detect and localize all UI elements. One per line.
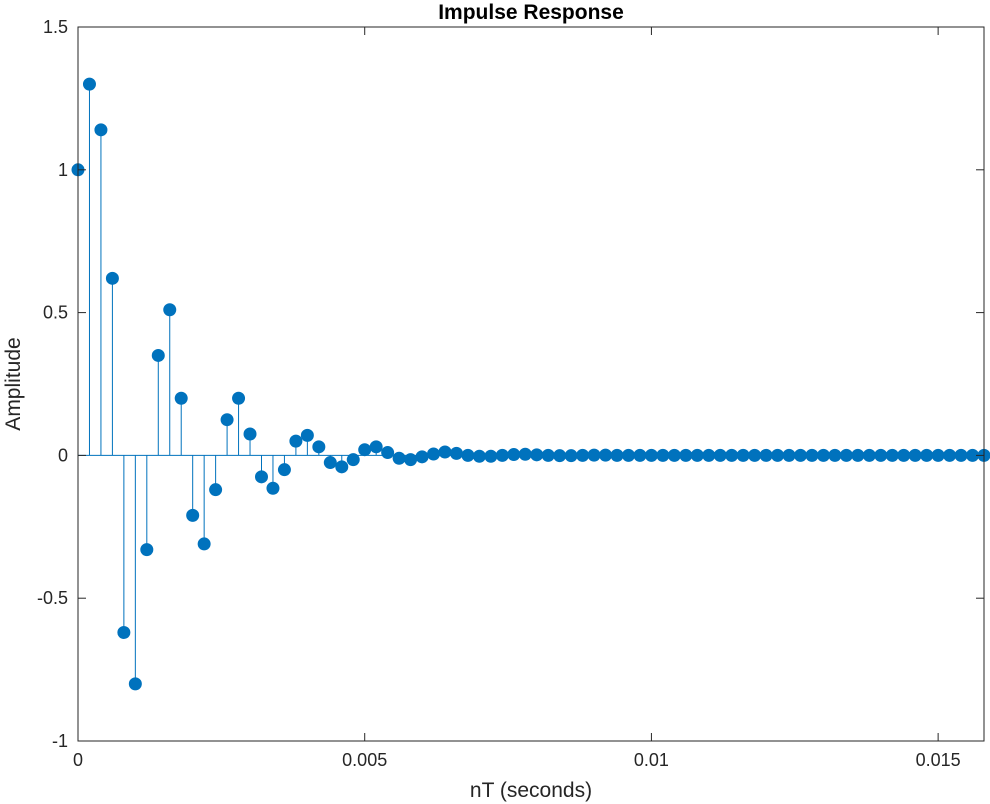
stem-marker bbox=[438, 445, 452, 459]
stem-marker bbox=[346, 453, 360, 467]
stem-marker bbox=[82, 77, 96, 91]
stem-marker bbox=[335, 460, 349, 474]
stem-marker bbox=[828, 448, 842, 462]
stem-marker bbox=[564, 449, 578, 463]
stem-marker bbox=[690, 448, 704, 462]
stem-marker bbox=[599, 448, 613, 462]
stem-marker bbox=[851, 448, 865, 462]
stem-marker bbox=[725, 448, 739, 462]
stem-marker bbox=[289, 434, 303, 448]
stem-marker bbox=[254, 470, 268, 484]
x-tick-label: 0.005 bbox=[342, 750, 387, 770]
stem-marker bbox=[621, 448, 635, 462]
stem-marker bbox=[644, 448, 658, 462]
plot-frame bbox=[77, 26, 985, 742]
ticks-layer: 0 0.005 0.01 0.015 -1 -0.5 0 0.5 1 1.5 bbox=[37, 17, 984, 770]
stem-marker bbox=[862, 448, 876, 462]
stem-marker bbox=[427, 447, 441, 461]
stem-marker bbox=[794, 448, 808, 462]
stem-marker bbox=[587, 448, 601, 462]
stem-marker bbox=[885, 448, 899, 462]
stem-marker bbox=[369, 440, 383, 454]
stem-marker bbox=[197, 537, 211, 551]
stem-marker bbox=[186, 508, 200, 522]
stem-marker bbox=[736, 448, 750, 462]
stem-marker bbox=[358, 443, 372, 457]
y-tick-label: -1 bbox=[52, 731, 68, 751]
y-axis-title: Amplitude bbox=[2, 337, 25, 430]
y-tick-label: -0.5 bbox=[37, 588, 68, 608]
chart-title: Impulse Response bbox=[438, 1, 624, 24]
stem-marker bbox=[576, 448, 590, 462]
stem-marker bbox=[140, 543, 154, 557]
stem-marker bbox=[449, 446, 463, 460]
stem-marker bbox=[633, 448, 647, 462]
stem-marker bbox=[931, 448, 945, 462]
stem-marker bbox=[484, 449, 498, 463]
stem-marker bbox=[771, 448, 785, 462]
stem-marker bbox=[667, 448, 681, 462]
stem-marker bbox=[323, 456, 337, 470]
stem-marker bbox=[816, 448, 830, 462]
stem-marker bbox=[415, 450, 429, 464]
stem-marker bbox=[128, 677, 142, 691]
stem-marker bbox=[243, 427, 257, 441]
stem-marker bbox=[312, 440, 326, 454]
y-tick-label: 1 bbox=[58, 160, 68, 180]
y-tick-label: 0 bbox=[58, 445, 68, 465]
stem-marker bbox=[163, 303, 177, 317]
x-tick-label: 0 bbox=[73, 750, 83, 770]
stem-marker bbox=[300, 428, 314, 442]
stem-marker bbox=[713, 448, 727, 462]
stem-marker bbox=[404, 453, 418, 467]
stem-marker bbox=[679, 448, 693, 462]
stem-marker bbox=[461, 448, 475, 462]
stem-marker bbox=[117, 625, 131, 639]
stem-marker bbox=[702, 448, 716, 462]
stem-marker bbox=[209, 483, 223, 497]
x-tick-label: 0.01 bbox=[634, 750, 669, 770]
stem-marker bbox=[518, 447, 532, 461]
stem-marker bbox=[381, 446, 395, 460]
stems-layer bbox=[77, 84, 607, 684]
stem-marker bbox=[541, 448, 555, 462]
stem-marker bbox=[782, 448, 796, 462]
stem-marker bbox=[759, 448, 773, 462]
stem-marker bbox=[839, 448, 853, 462]
stem-marker bbox=[656, 448, 670, 462]
stem-marker bbox=[553, 449, 567, 463]
stem-marker bbox=[507, 448, 521, 462]
stem-marker bbox=[805, 448, 819, 462]
y-tick-label: 0.5 bbox=[43, 303, 68, 323]
x-tick-label: 0.015 bbox=[916, 750, 961, 770]
stem-marker bbox=[920, 448, 934, 462]
stem-marker bbox=[897, 448, 911, 462]
stem-marker bbox=[610, 448, 624, 462]
stem-marker bbox=[908, 448, 922, 462]
stem-marker bbox=[232, 391, 246, 405]
stem-marker bbox=[748, 448, 762, 462]
stem-marker bbox=[472, 449, 486, 463]
stem-marker bbox=[105, 271, 119, 285]
stem-marker bbox=[220, 413, 234, 427]
y-tick-label: 1.5 bbox=[43, 17, 68, 37]
stem-marker bbox=[94, 123, 108, 137]
stem-marker bbox=[151, 348, 165, 362]
stem-marker bbox=[266, 481, 280, 495]
stem-marker bbox=[874, 448, 888, 462]
stem-marker bbox=[174, 391, 188, 405]
stem-marker bbox=[530, 448, 544, 462]
stem-marker bbox=[277, 463, 291, 477]
stem-marker bbox=[495, 448, 509, 462]
stem-marker bbox=[943, 448, 957, 462]
stem-marker bbox=[954, 448, 968, 462]
stem-marker bbox=[392, 451, 406, 465]
x-axis-title: nT (seconds) bbox=[470, 779, 592, 802]
markers-layer bbox=[71, 77, 990, 691]
